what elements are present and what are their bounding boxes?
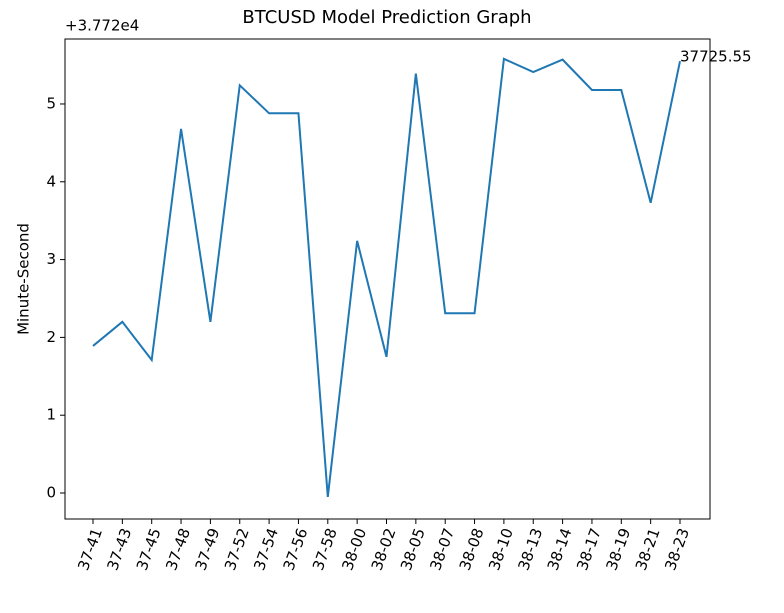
x-tick-label: 37-52 [221, 526, 253, 573]
x-tick-label: 37-45 [133, 526, 165, 573]
x-tick-label: 38-13 [514, 526, 546, 573]
y-tick-label: 2 [46, 328, 56, 346]
x-tick-label: 38-08 [456, 526, 488, 573]
x-tick-label: 38-05 [397, 526, 429, 573]
y-tick-label: 4 [46, 172, 56, 190]
line [92, 57, 681, 498]
y-tick-label: 3 [46, 250, 56, 268]
chart-title: BTCUSD Model Prediction Graph [242, 7, 531, 28]
x-tick-label: 38-02 [368, 526, 400, 573]
x-tick-label: 37-43 [104, 526, 136, 573]
x-tick-label: 37-48 [162, 526, 194, 573]
x-tick-label: 38-14 [544, 526, 576, 573]
y-tick-label: 1 [46, 406, 56, 424]
axes-frame [64, 38, 711, 520]
x-tick-label: 37-54 [250, 526, 282, 573]
y-axis-label: Minute-Second [15, 223, 33, 335]
data-label: 37725.55 [680, 48, 752, 66]
x-tick-label: 38-23 [661, 526, 693, 573]
x-tick-label: 38-07 [426, 526, 458, 573]
x-tick-label: 37-56 [280, 526, 312, 573]
x-tick-label: 37-58 [309, 526, 341, 573]
x-tick-label: 38-19 [602, 526, 634, 573]
x-tick-label: 38-21 [632, 526, 664, 573]
y-tick-label: 5 [46, 94, 56, 112]
x-tick-label: 38-10 [485, 526, 517, 573]
x-tick-label: 38-00 [338, 526, 370, 573]
x-tick-label: 37-41 [74, 526, 106, 573]
y-tick-label: 0 [46, 484, 56, 502]
x-tick-label: 38-17 [573, 526, 605, 573]
y-offset-text: +3.772e4 [65, 17, 139, 35]
x-tick-label: 37-49 [192, 526, 224, 573]
